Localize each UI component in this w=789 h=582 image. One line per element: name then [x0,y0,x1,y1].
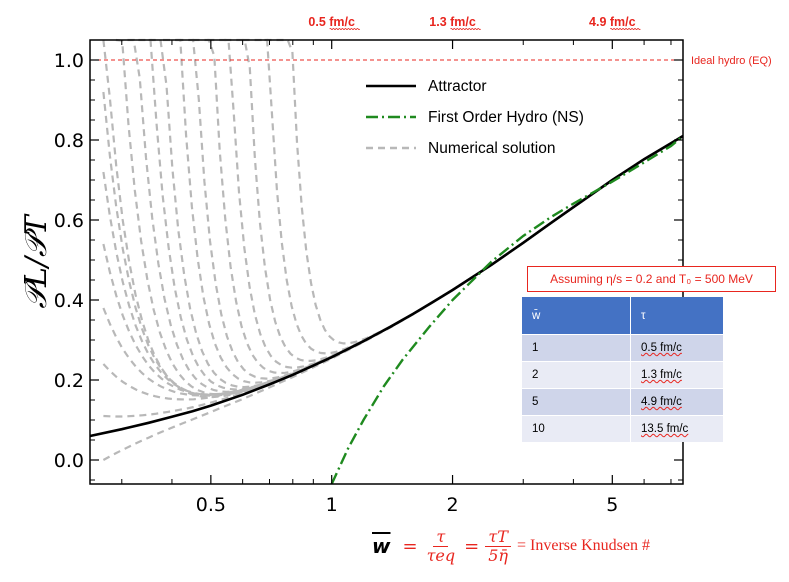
x-axis-ticks: 0.5 1 2 5 [121,40,672,516]
y-axis-ticks: 0.0 0.2 0.4 0.6 0.8 1.0 [54,50,683,481]
table-cell-tau: 13.5 fm/c [630,415,724,442]
tau-table: w̄ τ 1 0.5 fm/c 2 1.3 fm/c 5 4.9 fm/c 10… [522,297,724,442]
formula-fraction-1: τ τeq [424,528,459,564]
ideal-hydro-label: Ideal hydro (EQ) [691,55,772,67]
table-cell-w: 2 [522,361,631,389]
y-tick-label: 0.0 [54,450,84,472]
table-cell-tau: 0.5 fm/c [630,334,724,362]
formula-equals: = [402,535,418,557]
x-tick-label: 5 [606,494,618,516]
spellcheck-underline [450,27,481,31]
x-tick-label: 2 [447,494,459,516]
y-tick-label: 0.2 [54,370,84,392]
y-tick-label: 0.6 [54,210,84,232]
formula-inverse-knudsen: = Inverse Knudsen # [517,537,650,554]
numerical-solution-line [207,38,684,369]
y-axis-label: 𝒫L/𝒫T [19,213,54,308]
table-cell-w: 5 [522,388,631,416]
table-row: 10 13.5 fm/c [522,415,724,442]
formula-equals: = [464,535,480,557]
table-header-w: w̄ [522,297,631,335]
table-header-row: w̄ τ [522,297,724,335]
top-axis-ticks: 0.5 fm/c 1.3 fm/c 4.9 fm/c [308,15,641,31]
legend-label: First Order Hydro (NS) [428,109,584,126]
spellcheck-underline [329,27,361,31]
numerical-solution-line [103,135,684,418]
plot-frame [89,39,684,485]
table-cell-w: 1 [522,334,631,362]
table-row: 2 1.3 fm/c [522,361,724,389]
assumption-note: Assuming η/s = 0.2 and T₀ = 500 MeV [527,266,776,292]
legend: Attractor First Order Hydro (NS) Numerical… [366,78,584,157]
y-tick-label: 0.4 [54,290,84,312]
formula-w: w [372,534,391,558]
y-tick-label: 1.0 [54,50,84,72]
table-row: 1 0.5 fm/c [522,334,724,362]
first-order-hydro-line [330,135,684,485]
y-tick-label: 0.8 [54,130,84,152]
reference-line-group: Ideal hydro (EQ) [90,55,772,67]
table-row: 5 4.9 fm/c [522,388,724,416]
formula-frac1-denominator: τeq [426,545,456,565]
formula-fraction-2: τT 5η̄ [485,528,511,564]
attractor-line [89,134,684,438]
table-header-tau: τ [630,297,724,335]
legend-label: Attractor [428,78,487,95]
x-tick-label: 1 [326,494,338,516]
top-tick-label: 4.9 fm/c [589,15,636,29]
table-cell-w: 10 [522,415,631,442]
formula-frac1-numerator: τ [433,528,449,547]
table-cell-tau: 4.9 fm/c [630,388,724,416]
top-tick-label: 1.3 fm/c [429,15,476,29]
formula-frac2-denominator: 5η̄ [488,545,508,565]
x-axis-formula: w = τ τeq = τT 5η̄ = Inverse Knudsen # [372,520,650,572]
table-cell-tau: 1.3 fm/c [630,361,724,389]
series-group [89,134,684,485]
legend-label: Numerical solution [428,140,556,157]
numerical-solution-line [102,135,684,396]
x-tick-label: 0.5 [196,494,226,516]
top-tick-label: 0.5 fm/c [308,15,355,29]
formula-frac2-numerator: τT [485,528,511,547]
spellcheck-underline [609,27,641,31]
